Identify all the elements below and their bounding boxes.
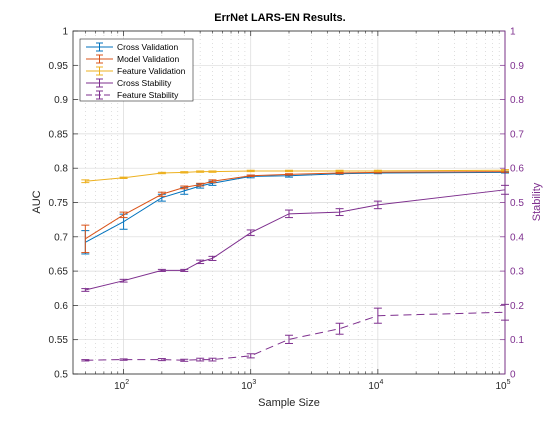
legend: Cross Validation Model Validation Feature … (79, 38, 194, 102)
y-right-tick-label: 0.9 (510, 61, 524, 72)
y-tick-label: 0.7 (54, 232, 68, 243)
legend-label: Cross Validation (117, 42, 179, 52)
y-tick-label: 0.85 (49, 129, 69, 140)
y-tick-label: 0.5 (54, 370, 68, 381)
y-right-tick-label: 0.1 (510, 335, 524, 346)
y-right-tick-label: 0.5 (510, 198, 524, 209)
legend-label: Cross Stability (117, 78, 172, 88)
y-right-tick-label: 0.3 (510, 267, 524, 278)
y-tick-label: 0.65 (49, 267, 69, 278)
x-axis-label: Sample Size (258, 397, 320, 409)
chart-title: ErrNet LARS-EN Results. (214, 12, 345, 24)
y-right-tick-label: 0.4 (510, 232, 524, 243)
legend-item: Feature Validation (86, 66, 186, 76)
legend-box (79, 38, 194, 102)
y-right-tick-label: 0.2 (510, 301, 524, 312)
legend-label: Model Validation (117, 54, 179, 64)
legend-label: Feature Stability (117, 90, 179, 100)
legend-item: Model Validation (86, 54, 179, 64)
series-cross-stability (81, 184, 509, 292)
y-right-tick-label: 0.8 (510, 95, 524, 106)
y-right-tick-label: 0 (510, 370, 516, 381)
series-layer (81, 169, 509, 362)
y-tick-label: 0.6 (54, 301, 68, 312)
y-right-tick-label: 0.7 (510, 129, 524, 140)
legend-item: Cross Validation (86, 42, 179, 52)
y-right-tick-label: 0.6 (510, 164, 524, 175)
y-tick-label: 0.55 (49, 335, 69, 346)
y-tick-label: 0.8 (54, 164, 68, 175)
y-tick-label: 1 (62, 27, 68, 38)
legend-item: Cross Stability (86, 78, 172, 88)
legend-label: Feature Validation (117, 66, 186, 76)
axes-layer: 102 103 104 1050.50.550.60.650.70.750.80.85… (49, 27, 525, 393)
legend-item: Feature Stability (86, 90, 179, 100)
y-axis-label-right: Stability (531, 182, 543, 221)
y-axis-label: AUC (31, 190, 43, 213)
y-right-tick-label: 1 (510, 27, 516, 38)
y-tick-label: 0.9 (54, 95, 68, 106)
y-tick-label: 0.75 (49, 198, 69, 209)
y-tick-label: 0.95 (49, 61, 69, 72)
